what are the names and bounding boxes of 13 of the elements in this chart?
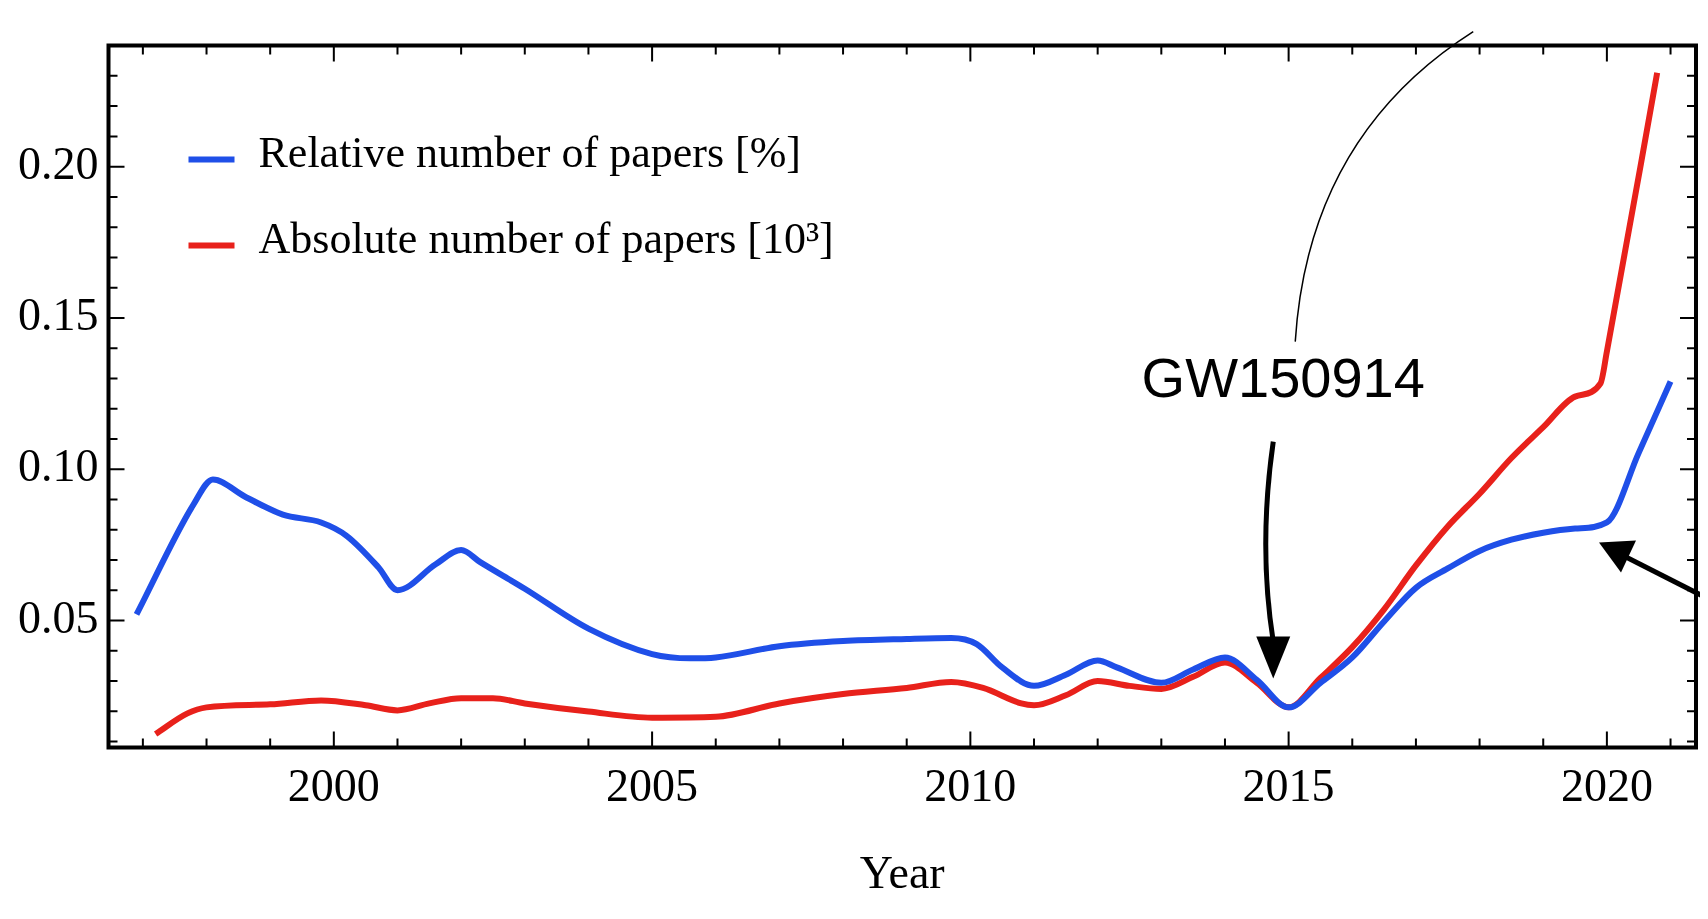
x-tick-label: 2000 xyxy=(287,760,380,812)
y-tick-label: 0.10 xyxy=(18,440,99,492)
x-tick-label: 2015 xyxy=(1242,760,1335,812)
y-tick-label: 0.15 xyxy=(18,289,99,341)
legend-label: Relative number of papers [%] xyxy=(258,128,801,178)
x-tick-label: 2005 xyxy=(606,760,699,812)
y-tick-label: 0.05 xyxy=(18,591,99,643)
legend-label: Absolute number of papers [10³] xyxy=(258,214,834,264)
annotation: GW150914 xyxy=(1141,345,1425,409)
x-tick-label: 2010 xyxy=(924,760,1017,812)
x-axis-title: Year xyxy=(859,847,945,899)
x-tick-label: 2020 xyxy=(1560,760,1653,812)
y-tick-label: 0.20 xyxy=(18,137,99,189)
